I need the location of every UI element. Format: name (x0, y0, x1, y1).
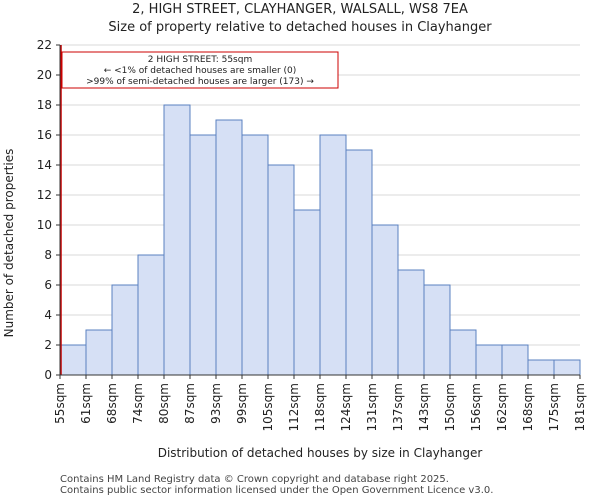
x-tick-label-74sqm: 74sqm (131, 383, 145, 424)
bar-61sqm (85, 329, 113, 376)
x-tick-label-118sqm: 118sqm (313, 383, 327, 431)
x-tick-label-131sqm: 131sqm (365, 383, 379, 431)
y-tick-label: 10 (37, 218, 52, 232)
y-tick-label: 20 (37, 68, 52, 82)
x-tick-label-168sqm: 168sqm (521, 383, 535, 431)
x-tick-label-143sqm: 143sqm (417, 383, 431, 431)
y-axis-label: Number of detached properties (2, 149, 16, 338)
x-tick-label-175sqm: 175sqm (547, 383, 561, 431)
bar-143sqm (423, 284, 451, 376)
bar-99sqm (241, 134, 269, 376)
annotation-line-1: 2 HIGH STREET: 55sqm (148, 55, 252, 65)
bar-105sqm (267, 164, 295, 376)
x-tick-label-87sqm: 87sqm (183, 383, 197, 424)
x-tick-label-150sqm: 150sqm (443, 383, 457, 431)
x-tick-label-112sqm: 112sqm (287, 383, 301, 431)
x-tick-label-68sqm: 68sqm (105, 383, 119, 424)
y-tick-labels: 0 2 4 6 8 10 12 14 16 18 20 22 (37, 38, 52, 382)
bar-156sqm (475, 344, 503, 376)
bar-74sqm (137, 254, 165, 376)
y-tick-label: 6 (44, 278, 52, 292)
bar-150sqm (449, 329, 477, 376)
y-tick-label: 14 (37, 158, 52, 172)
bar-93sqm (215, 119, 243, 376)
bar-87sqm (189, 134, 217, 376)
x-tick-label-105sqm: 105sqm (261, 383, 275, 431)
footer-line-1: Contains HM Land Registry data © Crown c… (60, 474, 449, 485)
bar-68sqm (111, 284, 139, 376)
bar-118sqm (319, 134, 347, 376)
annotation-box: 2 HIGH STREET: 55sqm ← <1% of detached h… (61, 51, 339, 89)
bar-168sqm (527, 359, 555, 376)
bars (59, 104, 581, 376)
x-tick-label-124sqm: 124sqm (339, 383, 353, 431)
x-tick-label-156sqm: 156sqm (469, 383, 483, 431)
x-tick-label-181sqm: 181sqm (573, 383, 587, 431)
x-tick-label-162sqm: 162sqm (495, 383, 509, 431)
annotation-line-2: ← <1% of detached houses are smaller (0) (104, 66, 297, 76)
x-tick-label-137sqm: 137sqm (391, 383, 405, 431)
bar-131sqm (371, 224, 399, 376)
y-tick-label: 12 (37, 188, 52, 202)
bar-112sqm (293, 209, 321, 376)
bar-137sqm (397, 269, 425, 376)
chart-subtitle: Size of property relative to detached ho… (108, 20, 492, 35)
x-tick-label-93sqm: 93sqm (209, 383, 223, 424)
bar-175sqm (553, 359, 581, 376)
x-tick-label-80sqm: 80sqm (157, 383, 171, 424)
y-tick-label: 0 (44, 368, 52, 382)
y-tick-label: 4 (44, 308, 52, 322)
bar-55sqm (59, 344, 87, 376)
y-tick-label: 22 (37, 38, 52, 52)
y-tick-label: 16 (37, 128, 52, 142)
y-tick-label: 2 (44, 338, 52, 352)
x-tick-label-55sqm: 55sqm (53, 383, 67, 424)
bar-162sqm (501, 344, 529, 376)
x-axis-label: Distribution of detached houses by size … (158, 446, 483, 460)
x-tick-label-61sqm: 61sqm (79, 383, 93, 424)
annotation-line-3: >99% of semi-detached houses are larger … (86, 77, 314, 87)
axes (56, 44, 581, 379)
x-tick-label-99sqm: 99sqm (235, 383, 249, 424)
chart-title: 2, HIGH STREET, CLAYHANGER, WALSALL, WS8… (132, 2, 468, 17)
bar-124sqm (345, 149, 373, 376)
y-tick-label: 18 (37, 98, 52, 112)
y-tick-label: 8 (44, 248, 52, 262)
footer-line-2: Contains public sector information licen… (60, 485, 494, 496)
bar-80sqm (163, 104, 191, 376)
x-tick-labels: 55sqm 61sqm 68sqm 74sqm 80sqm 87sqm 93sqm 99sqm… (53, 383, 587, 431)
